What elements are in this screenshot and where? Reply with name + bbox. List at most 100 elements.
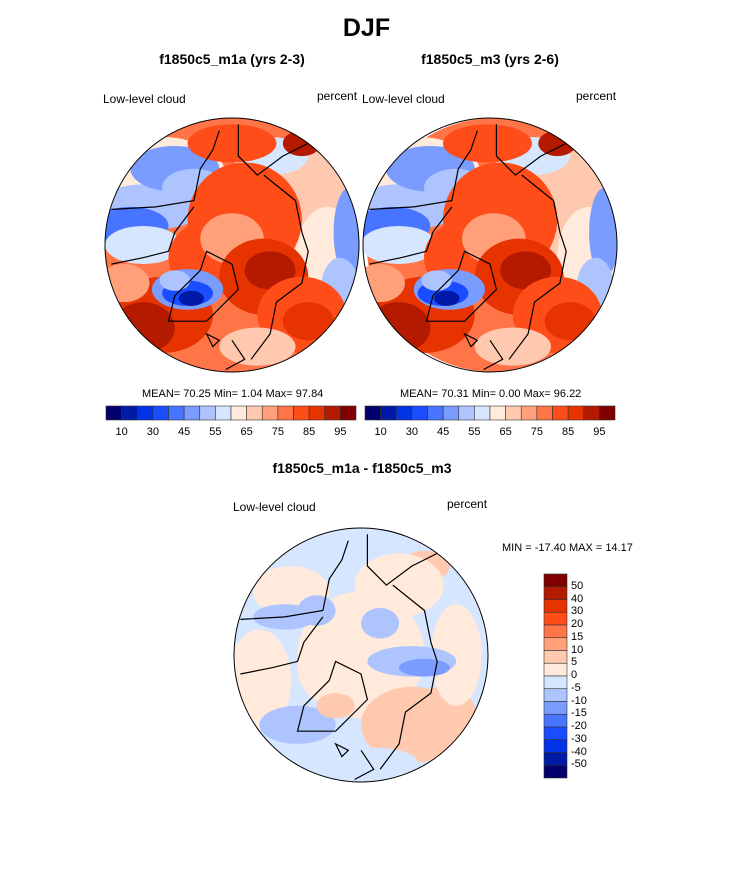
map-3-coastline bbox=[379, 584, 438, 770]
panel3-left-label: Low-level cloud bbox=[233, 500, 316, 514]
colorbar-2-tick-label: 10 bbox=[374, 426, 387, 438]
panel3-stats: MIN = -17.40 MAX = 14.17 bbox=[502, 542, 633, 554]
colorbar-2-box bbox=[505, 405, 522, 421]
colorbar-1-box bbox=[308, 405, 326, 421]
map-3-contour-region bbox=[354, 553, 444, 617]
colorbar-3-tick-label: -50 bbox=[571, 758, 587, 771]
map-3-coastline bbox=[366, 534, 438, 586]
colorbar-3-tick-label: 50 bbox=[571, 579, 584, 592]
colorbar-3-tick-label: -30 bbox=[571, 732, 587, 745]
colorbar-1-tick-label: 45 bbox=[178, 426, 191, 438]
colorbar-3-box bbox=[543, 624, 568, 639]
colorbar-2-box bbox=[599, 405, 616, 421]
colorbar-1-tick-label: 85 bbox=[303, 426, 316, 438]
map-3-contour-region bbox=[316, 693, 355, 719]
colorbar-3-box bbox=[543, 662, 568, 677]
map-1-contour-region bbox=[219, 327, 296, 366]
colorbar-3-box bbox=[543, 701, 568, 715]
colorbar-1-box bbox=[340, 405, 357, 421]
colorbar-1-box bbox=[277, 405, 294, 421]
map-3-coastline bbox=[296, 660, 369, 732]
map-1-coastline bbox=[167, 250, 239, 322]
map-2-contour-region bbox=[363, 225, 437, 265]
colorbar-3-tick-label: 30 bbox=[571, 605, 584, 618]
map-2-border bbox=[362, 117, 618, 373]
colorbar-3-box bbox=[543, 637, 568, 651]
colorbar-3-tick-label: 10 bbox=[571, 643, 584, 656]
map-1-contour-region bbox=[105, 225, 182, 265]
map-3-coastline bbox=[354, 749, 375, 781]
map-3-contour-region bbox=[259, 705, 336, 744]
map-3-border bbox=[233, 527, 489, 783]
colorbar-1-box bbox=[136, 405, 154, 421]
map-3-contour-region bbox=[361, 608, 400, 639]
colorbar-1-tick-label: 65 bbox=[240, 426, 253, 438]
panel1-units-label: percent bbox=[317, 89, 358, 103]
colorbar-1-box bbox=[261, 405, 279, 421]
colorbar-3-box bbox=[543, 739, 568, 753]
colorbar-2-box bbox=[583, 405, 600, 421]
colorbar-3-box bbox=[543, 599, 568, 613]
panel2-left-label: Low-level cloud bbox=[362, 92, 445, 106]
map-2-contour-region bbox=[500, 251, 551, 290]
colorbar-3-box bbox=[543, 650, 568, 664]
colorbar-1-tick-label: 30 bbox=[146, 426, 159, 438]
map-2-contour-region bbox=[538, 130, 577, 157]
map-2-contour-region bbox=[544, 302, 596, 341]
panel2-units-label: percent bbox=[576, 89, 617, 103]
map-2-contour-region bbox=[421, 270, 452, 291]
colorbar-1-box bbox=[183, 405, 201, 421]
colorbar-2-tick-label: 75 bbox=[530, 426, 543, 438]
colorbar-3-tick-label: 20 bbox=[571, 618, 584, 630]
colorbar-2-box bbox=[536, 405, 553, 421]
colorbar-1-tick-label: 55 bbox=[209, 426, 222, 438]
map-1-coastline bbox=[205, 332, 221, 348]
colorbar-2-box bbox=[520, 405, 538, 421]
colorbar-2-box bbox=[427, 405, 444, 421]
colorbar-2-box bbox=[411, 405, 428, 421]
colorbar-1-box bbox=[230, 405, 247, 421]
colorbar-1-box bbox=[152, 405, 169, 421]
map-1-border bbox=[104, 117, 360, 373]
map-3-coastline bbox=[240, 540, 349, 620]
colorbar-1-box bbox=[105, 405, 122, 421]
colorbar-3-tick-label: -5 bbox=[571, 681, 581, 694]
colorbar-3-box bbox=[543, 675, 568, 690]
colorbar-2-tick-label: 65 bbox=[499, 426, 512, 438]
colorbar-2-tick-label: 45 bbox=[437, 426, 450, 438]
map-2-contour-region bbox=[443, 124, 532, 163]
map-1-coastline bbox=[237, 124, 309, 176]
map-2-contour-region bbox=[366, 302, 431, 353]
map-2-coastline bbox=[463, 332, 479, 348]
colorbar-2-box bbox=[442, 405, 460, 421]
colorbar-3-tick-label: -40 bbox=[571, 745, 587, 758]
panel2-title: f1850c5_m3 (yrs 2-6) bbox=[421, 51, 559, 67]
map-3-field bbox=[234, 528, 488, 782]
colorbar-2-box bbox=[489, 405, 506, 421]
map-2-coastline bbox=[425, 250, 498, 322]
map-1-coastline bbox=[250, 174, 309, 360]
map-2-field bbox=[363, 118, 617, 372]
colorbar-2-box bbox=[380, 405, 397, 421]
colorbar-3-box bbox=[543, 726, 568, 741]
panel2-stats: MEAN= 70.31 Min= 0.00 Max= 96.22 bbox=[400, 388, 582, 400]
colorbar-3-box bbox=[543, 611, 568, 626]
map-1-contour-region bbox=[111, 302, 175, 353]
map-1-coastline bbox=[111, 130, 220, 210]
map-3-coastline bbox=[240, 616, 324, 675]
map-2-coastline bbox=[369, 130, 478, 210]
map-2-contour-region bbox=[434, 290, 460, 306]
map-3-contour-region bbox=[329, 747, 419, 779]
map-1-contour-region bbox=[178, 290, 205, 306]
colorbar-3-box bbox=[543, 688, 568, 702]
colorbar-2-tick-label: 95 bbox=[593, 426, 606, 438]
colorbar-3-box bbox=[543, 573, 568, 588]
colorbar-3-box bbox=[543, 586, 568, 600]
colorbar-1-box bbox=[293, 405, 310, 421]
map-1-contour-region bbox=[282, 130, 321, 157]
colorbar-1-box bbox=[199, 405, 216, 421]
colorbar-2-box bbox=[395, 405, 413, 421]
colorbar-2-tick-label: 30 bbox=[405, 426, 418, 438]
map-2-coastline bbox=[508, 174, 567, 360]
